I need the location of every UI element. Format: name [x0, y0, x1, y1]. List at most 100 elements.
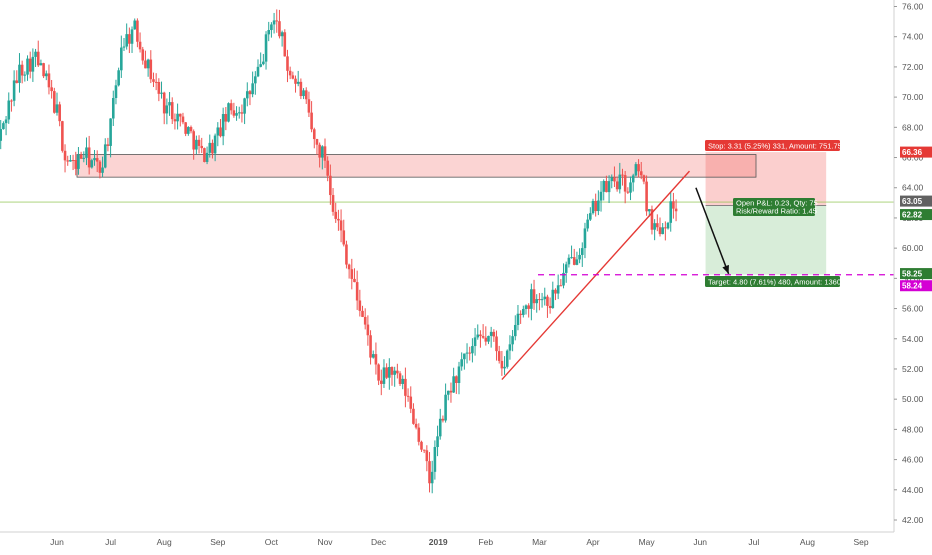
target-zone[interactable]	[705, 205, 827, 275]
candle-body	[471, 346, 474, 354]
candle-body	[39, 63, 43, 66]
candle-body	[162, 92, 166, 114]
candle-body	[615, 181, 619, 190]
candle-body	[564, 264, 568, 273]
candles-layer	[0, 9, 678, 494]
candle-body	[26, 58, 29, 75]
candle-body	[31, 56, 35, 72]
candle-body	[567, 257, 571, 265]
candle-body	[505, 350, 509, 367]
candle-body	[267, 30, 271, 35]
x-tick-label: Apr	[586, 537, 599, 547]
candle-body	[398, 373, 402, 384]
candle-body	[425, 450, 429, 462]
candle-body	[12, 80, 16, 101]
resistance-zone[interactable]	[76, 154, 757, 178]
candle-body	[280, 32, 284, 37]
candle-body	[629, 182, 632, 193]
candle-body	[554, 289, 557, 294]
candle-body	[446, 390, 450, 395]
candle-body	[572, 257, 576, 265]
candle-body	[114, 85, 118, 99]
candle-body	[208, 142, 212, 153]
candle-body	[631, 175, 635, 183]
candle-body	[302, 90, 305, 97]
candle-body	[138, 41, 142, 50]
candle-body	[79, 154, 83, 159]
candle-body	[178, 113, 182, 117]
candle-body	[44, 73, 48, 77]
candle-body	[310, 112, 313, 130]
candle-body	[235, 113, 238, 116]
candle-body	[500, 360, 504, 369]
candle-body	[165, 105, 169, 114]
candle-body	[197, 139, 201, 146]
candle-body	[103, 144, 107, 168]
candle-body	[203, 148, 206, 162]
candle-body	[2, 123, 5, 130]
svg-text:63.05: 63.05	[902, 197, 923, 206]
y-tick-label: 68.00	[902, 122, 924, 132]
candle-body	[658, 227, 662, 235]
candle-body	[669, 201, 673, 223]
candle-body	[278, 21, 281, 37]
candle-body	[516, 313, 520, 325]
candle-body	[449, 390, 453, 393]
stop-zone[interactable]	[705, 152, 827, 206]
price-marker: 66.36	[900, 146, 932, 158]
candle-body	[23, 74, 27, 76]
candle-body	[294, 78, 297, 84]
candle-body	[645, 181, 648, 212]
candle-body	[602, 180, 606, 192]
candle-body	[527, 305, 530, 309]
candle-body	[232, 110, 236, 116]
candle-body	[385, 367, 388, 378]
y-tick-label: 74.00	[902, 32, 924, 42]
candle-body	[101, 167, 104, 173]
candle-body	[283, 32, 287, 57]
candle-body	[160, 92, 163, 94]
candle-body	[251, 83, 254, 95]
candle-body	[457, 366, 461, 383]
candle-body	[492, 331, 496, 337]
x-tick-label: Mar	[532, 537, 547, 547]
candle-body	[299, 81, 303, 97]
candle-body	[224, 114, 228, 122]
candle-body	[345, 244, 348, 265]
x-tick-label: Sep	[210, 537, 225, 547]
candle-body	[535, 299, 539, 304]
candle-body	[15, 80, 19, 83]
candle-body	[353, 278, 356, 283]
candle-body	[621, 174, 624, 176]
candle-body	[444, 394, 447, 421]
candle-body	[626, 191, 630, 193]
candle-body	[173, 119, 177, 122]
candle-body	[441, 418, 445, 421]
projection-arrow[interactable]	[695, 187, 730, 275]
candle-body	[412, 408, 415, 424]
candle-body	[433, 447, 437, 472]
stop-label[interactable]: Stop: 3.31 (5.25%) 331, Amount: 751.75	[705, 140, 842, 151]
candle-body	[591, 200, 595, 214]
candle-body	[331, 195, 335, 212]
candle-body	[369, 335, 372, 358]
x-tick-label: Aug	[157, 537, 172, 547]
candle-body	[481, 336, 485, 338]
candle-body	[460, 359, 463, 367]
candle-body	[371, 354, 375, 358]
svg-text:Target: 4.80 (7.61%) 480, Amou: Target: 4.80 (7.61%) 480, Amount: 1360	[708, 278, 841, 287]
candle-body	[181, 116, 185, 123]
target-label[interactable]: Target: 4.80 (7.61%) 480, Amount: 1360	[705, 276, 841, 287]
candle-body	[259, 64, 262, 67]
candle-body	[455, 376, 458, 383]
candle-body	[248, 91, 252, 95]
candle-body	[130, 29, 134, 44]
candle-body	[414, 423, 418, 428]
risk-reward-text: Risk/Reward Ratio: 1.45	[736, 207, 817, 216]
candle-body	[666, 222, 670, 229]
candle-body	[522, 308, 525, 315]
candle-body	[438, 418, 442, 437]
